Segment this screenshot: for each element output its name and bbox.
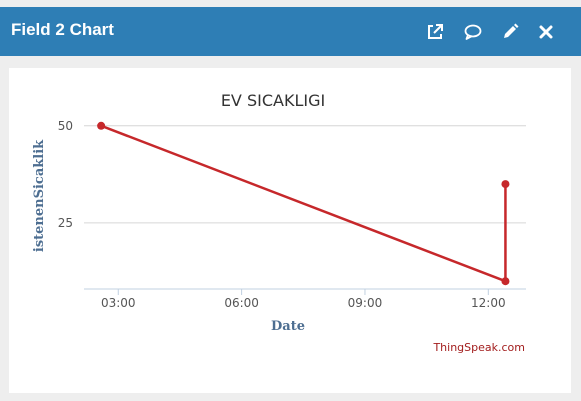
- x-tick-label: 06:00: [224, 296, 259, 310]
- y-axis-ticks: 25 50: [58, 119, 73, 230]
- series-line: [100, 124, 507, 283]
- x-tick-label: 12:00: [471, 296, 506, 310]
- widget-title: Field 2 Chart: [11, 20, 114, 39]
- x-tick-label: 03:00: [101, 296, 136, 310]
- x-axis-ticks: 03:00 06:00 09:00 12:00: [101, 289, 506, 310]
- external-link-icon[interactable]: [424, 21, 446, 43]
- x-axis-label: Date: [271, 319, 305, 334]
- widget-header: Field 2 Chart: [0, 7, 581, 56]
- data-point[interactable]: [501, 277, 510, 286]
- data-point[interactable]: [501, 180, 510, 189]
- credits-link[interactable]: ThingSpeak.com: [432, 341, 525, 354]
- series-layer: [97, 121, 510, 286]
- pencil-icon[interactable]: [499, 21, 521, 43]
- y-tick-label: 50: [58, 119, 73, 133]
- chart-panel: EV SICAKLIGI 25 50 03:00 06:00 09:00 12:00 D…: [9, 68, 571, 393]
- comment-icon[interactable]: [462, 21, 484, 43]
- x-tick-label: 09:00: [348, 296, 383, 310]
- chart-title: EV SICAKLIGI: [221, 91, 325, 110]
- data-point[interactable]: [97, 121, 106, 130]
- close-icon[interactable]: [535, 21, 557, 43]
- line-chart: EV SICAKLIGI 25 50 03:00 06:00 09:00 12:00 D…: [32, 91, 526, 354]
- y-tick-label: 25: [58, 216, 73, 230]
- y-axis-label: istenenSicaklik: [32, 139, 47, 252]
- grid-lines: [84, 125, 526, 224]
